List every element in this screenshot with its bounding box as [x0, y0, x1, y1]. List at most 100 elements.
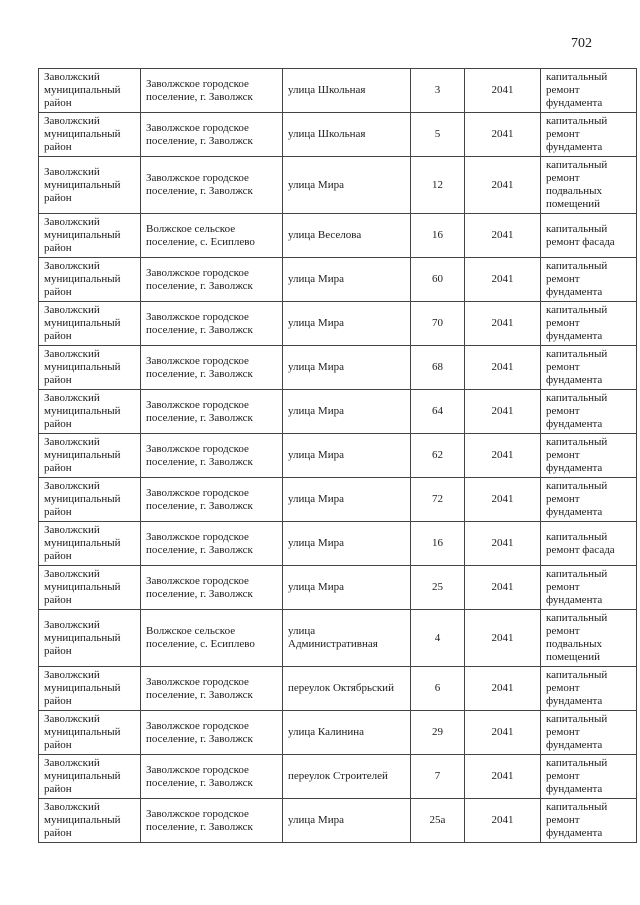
house-number-cell: 25 — [410, 565, 465, 610]
district-cell: Заволжский муниципальный район — [38, 666, 141, 711]
house-number-cell: 64 — [410, 389, 465, 434]
street-cell: улица Мира — [282, 798, 411, 843]
table-row: Заволжский муниципальный район Заволжско… — [38, 565, 637, 610]
repair-type-cell: капитальный ремонт подвальных помещений — [540, 609, 637, 667]
district-cell: Заволжский муниципальный район — [38, 609, 141, 667]
year-cell: 2041 — [464, 68, 541, 113]
house-number-cell: 16 — [410, 213, 465, 258]
year-cell: 2041 — [464, 477, 541, 522]
street-cell: переулок Октябрьский — [282, 666, 411, 711]
settlement-cell: Заволжское городское поселение, г. Завол… — [140, 521, 283, 566]
street-cell: улица Школьная — [282, 68, 411, 113]
street-cell: улица Школьная — [282, 112, 411, 157]
house-number-cell: 6 — [410, 666, 465, 711]
table-row: Заволжский муниципальный район Заволжско… — [38, 68, 637, 113]
street-cell: улица Мира — [282, 521, 411, 566]
district-cell: Заволжский муниципальный район — [38, 68, 141, 113]
year-cell: 2041 — [464, 213, 541, 258]
repair-type-cell: капитальный ремонт фундамента — [540, 477, 637, 522]
page-number: 702 — [571, 36, 592, 51]
street-cell: улица Административная — [282, 609, 411, 667]
repair-type-cell: капитальный ремонт фундамента — [540, 710, 637, 755]
street-cell: улица Веселова — [282, 213, 411, 258]
year-cell: 2041 — [464, 521, 541, 566]
district-cell: Заволжский муниципальный район — [38, 257, 141, 302]
street-cell: улица Мира — [282, 257, 411, 302]
street-cell: улица Мира — [282, 565, 411, 610]
settlement-cell: Волжское сельское поселение, с. Есиплево — [140, 609, 283, 667]
year-cell: 2041 — [464, 389, 541, 434]
table-row: Заволжский муниципальный район Заволжско… — [38, 710, 637, 755]
table-row: Заволжский муниципальный район Заволжско… — [38, 477, 637, 522]
repair-type-cell: капитальный ремонт фундамента — [540, 112, 637, 157]
settlement-cell: Заволжское городское поселение, г. Завол… — [140, 754, 283, 799]
repair-type-cell: капитальный ремонт фундамента — [540, 301, 637, 346]
year-cell: 2041 — [464, 754, 541, 799]
district-cell: Заволжский муниципальный район — [38, 477, 141, 522]
year-cell: 2041 — [464, 433, 541, 478]
table-row: Заволжский муниципальный район Заволжско… — [38, 521, 637, 566]
settlement-cell: Заволжское городское поселение, г. Завол… — [140, 345, 283, 390]
street-cell: улица Калинина — [282, 710, 411, 755]
year-cell: 2041 — [464, 710, 541, 755]
street-cell: улица Мира — [282, 301, 411, 346]
year-cell: 2041 — [464, 156, 541, 214]
repair-schedule-table: Заволжский муниципальный район Заволжско… — [38, 68, 637, 843]
repair-type-cell: капитальный ремонт фундамента — [540, 389, 637, 434]
settlement-cell: Заволжское городское поселение, г. Завол… — [140, 68, 283, 113]
district-cell: Заволжский муниципальный район — [38, 112, 141, 157]
district-cell: Заволжский муниципальный район — [38, 710, 141, 755]
settlement-cell: Заволжское городское поселение, г. Завол… — [140, 798, 283, 843]
district-cell: Заволжский муниципальный район — [38, 156, 141, 214]
district-cell: Заволжский муниципальный район — [38, 433, 141, 478]
house-number-cell: 12 — [410, 156, 465, 214]
street-cell: улица Мира — [282, 433, 411, 478]
settlement-cell: Заволжское городское поселение, г. Завол… — [140, 156, 283, 214]
house-number-cell: 5 — [410, 112, 465, 157]
house-number-cell: 29 — [410, 710, 465, 755]
table-row: Заволжский муниципальный район Заволжско… — [38, 754, 637, 799]
house-number-cell: 25а — [410, 798, 465, 843]
year-cell: 2041 — [464, 112, 541, 157]
table-row: Заволжский муниципальный район Волжское … — [38, 609, 637, 667]
repair-type-cell: капитальный ремонт фундамента — [540, 433, 637, 478]
district-cell: Заволжский муниципальный район — [38, 213, 141, 258]
district-cell: Заволжский муниципальный район — [38, 521, 141, 566]
district-cell: Заволжский муниципальный район — [38, 389, 141, 434]
repair-type-cell: капитальный ремонт подвальных помещений — [540, 156, 637, 214]
district-cell: Заволжский муниципальный район — [38, 345, 141, 390]
street-cell: переулок Строителей — [282, 754, 411, 799]
house-number-cell: 4 — [410, 609, 465, 667]
year-cell: 2041 — [464, 345, 541, 390]
repair-type-cell: капитальный ремонт фундамента — [540, 257, 637, 302]
year-cell: 2041 — [464, 301, 541, 346]
house-number-cell: 60 — [410, 257, 465, 302]
settlement-cell: Заволжское городское поселение, г. Завол… — [140, 477, 283, 522]
settlement-cell: Волжское сельское поселение, с. Есиплево — [140, 213, 283, 258]
repair-type-cell: капитальный ремонт фасада — [540, 213, 637, 258]
house-number-cell: 3 — [410, 68, 465, 113]
settlement-cell: Заволжское городское поселение, г. Завол… — [140, 389, 283, 434]
repair-type-cell: капитальный ремонт фундамента — [540, 68, 637, 113]
table-row: Заволжский муниципальный район Заволжско… — [38, 666, 637, 711]
repair-type-cell: капитальный ремонт фундамента — [540, 754, 637, 799]
table-row: Заволжский муниципальный район Волжское … — [38, 213, 637, 258]
year-cell: 2041 — [464, 609, 541, 667]
settlement-cell: Заволжское городское поселение, г. Завол… — [140, 257, 283, 302]
year-cell: 2041 — [464, 257, 541, 302]
settlement-cell: Заволжское городское поселение, г. Завол… — [140, 710, 283, 755]
repair-schedule-table-body: Заволжский муниципальный район Заволжско… — [38, 68, 637, 843]
street-cell: улица Мира — [282, 477, 411, 522]
settlement-cell: Заволжское городское поселение, г. Завол… — [140, 666, 283, 711]
table-row: Заволжский муниципальный район Заволжско… — [38, 301, 637, 346]
table-row: Заволжский муниципальный район Заволжско… — [38, 798, 637, 843]
house-number-cell: 68 — [410, 345, 465, 390]
settlement-cell: Заволжское городское поселение, г. Завол… — [140, 433, 283, 478]
house-number-cell: 7 — [410, 754, 465, 799]
district-cell: Заволжский муниципальный район — [38, 798, 141, 843]
repair-type-cell: капитальный ремонт фундамента — [540, 666, 637, 711]
house-number-cell: 72 — [410, 477, 465, 522]
table-row: Заволжский муниципальный район Заволжско… — [38, 433, 637, 478]
street-cell: улица Мира — [282, 156, 411, 214]
house-number-cell: 70 — [410, 301, 465, 346]
